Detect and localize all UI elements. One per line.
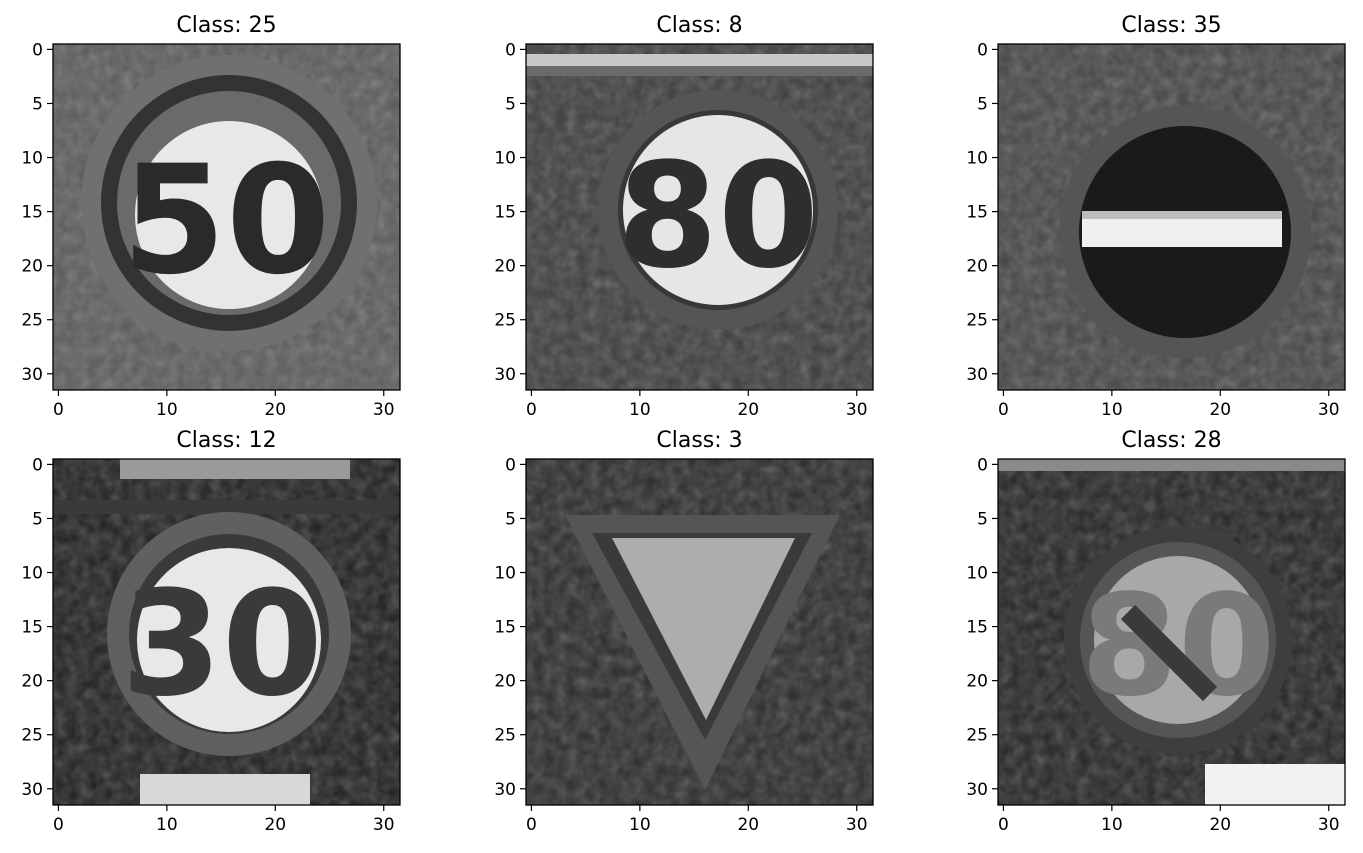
y-tick-label-1-10: 10	[494, 149, 516, 169]
svg-text:50: 50	[122, 134, 331, 308]
svg-text:80: 80	[617, 132, 819, 301]
y-tick-label-4-25: 25	[494, 726, 516, 746]
axes-frame-4	[525, 458, 874, 806]
x-tick-label-1-30: 30	[846, 400, 868, 420]
x-tick-label-1-10: 10	[629, 400, 651, 420]
x-tick-label-4-20: 20	[737, 815, 759, 835]
y-tick-label-0-10: 10	[21, 149, 43, 169]
panel-image-3: 30	[53, 459, 400, 805]
axes-frame-1	[525, 43, 874, 391]
panel-image-2	[998, 44, 1345, 390]
y-tick-label-3-10: 10	[21, 564, 43, 584]
y-tick-label-0-15: 15	[21, 203, 43, 223]
y-tick-label-0-20: 20	[21, 257, 43, 277]
y-tick-label-5-5: 5	[977, 509, 988, 529]
y-tick-label-1-30: 30	[494, 365, 516, 385]
y-tick-label-3-5: 5	[32, 509, 43, 529]
panel-title-4: Class: 3	[656, 428, 742, 453]
y-tick-label-5-0: 0	[977, 455, 988, 475]
y-tick-label-5-15: 15	[966, 618, 988, 638]
y-tick-label-2-20: 20	[966, 257, 988, 277]
y-tick-label-3-20: 20	[21, 672, 43, 692]
y-tick-label-2-15: 15	[966, 203, 988, 223]
svg-text:80: 80	[1081, 565, 1276, 728]
axes-frame-2	[997, 43, 1346, 391]
y-tick-label-0-30: 30	[21, 365, 43, 385]
x-tick-label-2-0: 0	[998, 400, 1009, 420]
axes-frame-0	[52, 43, 401, 391]
x-tick-label-5-20: 20	[1209, 815, 1231, 835]
y-tick-label-3-30: 30	[21, 780, 43, 800]
x-tick-label-5-10: 10	[1101, 815, 1123, 835]
y-tick-label-1-5: 5	[505, 94, 516, 114]
panel-image-4	[526, 459, 873, 805]
y-tick-label-4-15: 15	[494, 618, 516, 638]
y-tick-label-4-0: 0	[505, 455, 516, 475]
panel-title-5: Class: 28	[1121, 428, 1221, 453]
panel-title-0: Class: 25	[176, 13, 276, 38]
y-tick-label-1-25: 25	[494, 311, 516, 331]
axes-frame-3	[52, 458, 401, 806]
y-tick-label-4-5: 5	[505, 509, 516, 529]
x-tick-label-1-20: 20	[737, 400, 759, 420]
x-tick-label-3-0: 0	[53, 815, 64, 835]
panel-image-0: 50	[53, 44, 400, 390]
y-tick-label-3-0: 0	[32, 455, 43, 475]
y-tick-label-0-5: 5	[32, 94, 43, 114]
y-tick-label-2-10: 10	[966, 149, 988, 169]
x-tick-label-0-30: 30	[373, 400, 395, 420]
x-tick-label-1-0: 0	[526, 400, 537, 420]
y-tick-label-4-20: 20	[494, 672, 516, 692]
y-tick-label-1-15: 15	[494, 203, 516, 223]
x-tick-label-4-0: 0	[526, 815, 537, 835]
x-tick-label-2-10: 10	[1101, 400, 1123, 420]
x-tick-label-2-30: 30	[1318, 400, 1340, 420]
y-tick-label-5-10: 10	[966, 564, 988, 584]
x-tick-label-4-30: 30	[846, 815, 868, 835]
x-tick-label-3-30: 30	[373, 815, 395, 835]
y-tick-label-1-0: 0	[505, 40, 516, 60]
y-tick-label-2-25: 25	[966, 311, 988, 331]
y-tick-label-4-30: 30	[494, 780, 516, 800]
y-tick-label-5-30: 30	[966, 780, 988, 800]
svg-text:30: 30	[121, 560, 323, 729]
x-tick-label-3-20: 20	[264, 815, 286, 835]
x-tick-label-0-20: 20	[264, 400, 286, 420]
y-tick-label-4-10: 10	[494, 564, 516, 584]
x-tick-label-4-10: 10	[629, 815, 651, 835]
y-tick-label-2-0: 0	[977, 40, 988, 60]
y-tick-label-2-5: 5	[977, 94, 988, 114]
y-tick-label-3-25: 25	[21, 726, 43, 746]
x-tick-label-0-10: 10	[156, 400, 178, 420]
y-tick-label-1-20: 20	[494, 257, 516, 277]
panel-image-1: 80	[526, 44, 873, 390]
panel-title-3: Class: 12	[176, 428, 276, 453]
y-tick-label-0-25: 25	[21, 311, 43, 331]
panel-image-5: 80	[998, 459, 1345, 805]
panel-title-2: Class: 35	[1121, 13, 1221, 38]
x-tick-label-5-0: 0	[998, 815, 1009, 835]
y-tick-label-5-20: 20	[966, 672, 988, 692]
x-tick-label-0-0: 0	[53, 400, 64, 420]
x-tick-label-2-20: 20	[1209, 400, 1231, 420]
y-tick-label-0-0: 0	[32, 40, 43, 60]
y-tick-label-5-25: 25	[966, 726, 988, 746]
axes-frame-5	[997, 458, 1346, 806]
y-tick-label-2-30: 30	[966, 365, 988, 385]
y-tick-label-3-15: 15	[21, 618, 43, 638]
x-tick-label-5-30: 30	[1318, 815, 1340, 835]
panel-title-1: Class: 8	[656, 13, 742, 38]
x-tick-label-3-10: 10	[156, 815, 178, 835]
